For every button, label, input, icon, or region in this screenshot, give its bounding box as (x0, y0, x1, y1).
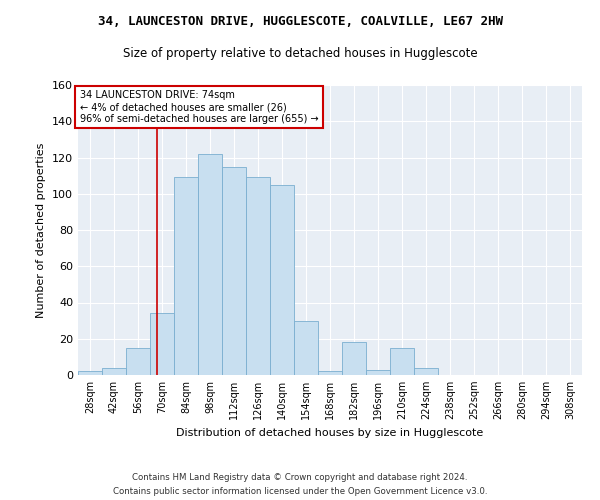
Bar (222, 166, 246, 375)
Y-axis label: Number of detached properties: Number of detached properties (37, 142, 46, 318)
Bar (342, 342, 366, 375)
Bar (102, 368, 126, 375)
Text: Contains HM Land Registry data © Crown copyright and database right 2024.: Contains HM Land Registry data © Crown c… (132, 472, 468, 482)
Bar (126, 348, 150, 375)
Bar (294, 320, 318, 375)
Text: 34 LAUNCESTON DRIVE: 74sqm
← 4% of detached houses are smaller (26)
96% of semi-: 34 LAUNCESTON DRIVE: 74sqm ← 4% of detac… (80, 90, 319, 124)
Bar (366, 370, 390, 375)
Text: Size of property relative to detached houses in Hugglescote: Size of property relative to detached ho… (122, 48, 478, 60)
Bar (318, 372, 342, 375)
Text: 34, LAUNCESTON DRIVE, HUGGLESCOTE, COALVILLE, LE67 2HW: 34, LAUNCESTON DRIVE, HUGGLESCOTE, COALV… (97, 15, 503, 28)
Bar (150, 314, 174, 375)
Bar (174, 178, 198, 375)
Bar (198, 154, 222, 375)
Bar (414, 368, 438, 375)
Bar (270, 184, 294, 375)
Bar (78, 372, 102, 375)
X-axis label: Distribution of detached houses by size in Hugglescote: Distribution of detached houses by size … (176, 428, 484, 438)
Bar (390, 348, 414, 375)
Bar (246, 178, 270, 375)
Text: Contains public sector information licensed under the Open Government Licence v3: Contains public sector information licen… (113, 488, 487, 496)
